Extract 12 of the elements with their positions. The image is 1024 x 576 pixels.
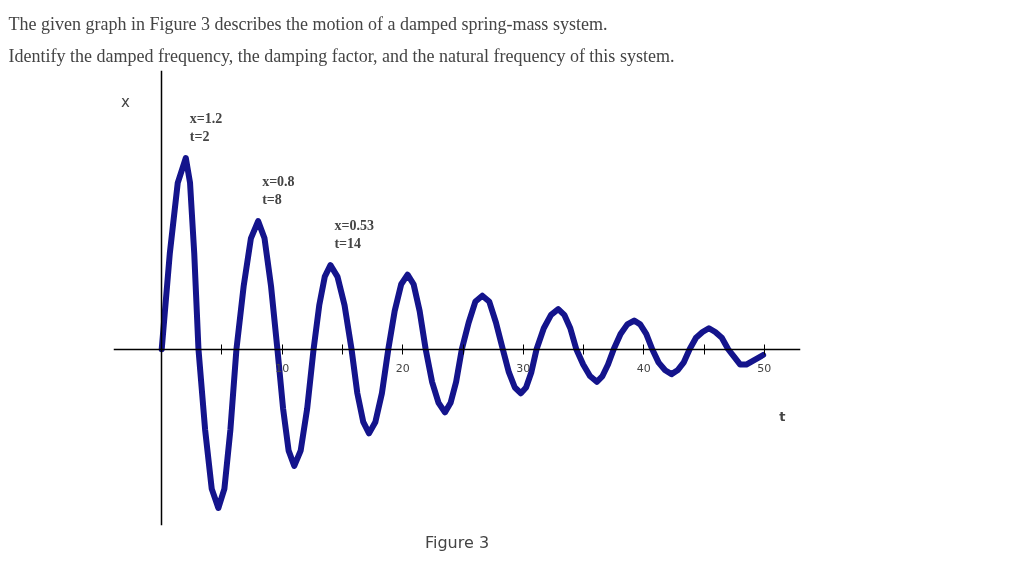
x-tick-label: 30 <box>516 362 531 376</box>
chart-title: The given graph in Figure 3 describes the motion of a damped spring-mass system. <box>8 13 608 34</box>
x-tick-label: 20 <box>395 362 410 376</box>
x-tick-label: 40 <box>636 362 651 376</box>
x-axis-title: t <box>779 409 786 425</box>
annotation: x=0.53 t=14 <box>334 218 374 252</box>
caption: Figure 3 <box>424 532 490 552</box>
chart-subtitle: Identify the damped frequency, the damping factor, and the natural frequency of this system. <box>8 45 675 66</box>
x-tick-label: 50 <box>757 362 772 376</box>
annotation: x=0.8 t=8 <box>262 174 295 208</box>
annotation: x=1.2 t=2 <box>189 111 223 144</box>
y-axis-title: x <box>121 92 131 111</box>
